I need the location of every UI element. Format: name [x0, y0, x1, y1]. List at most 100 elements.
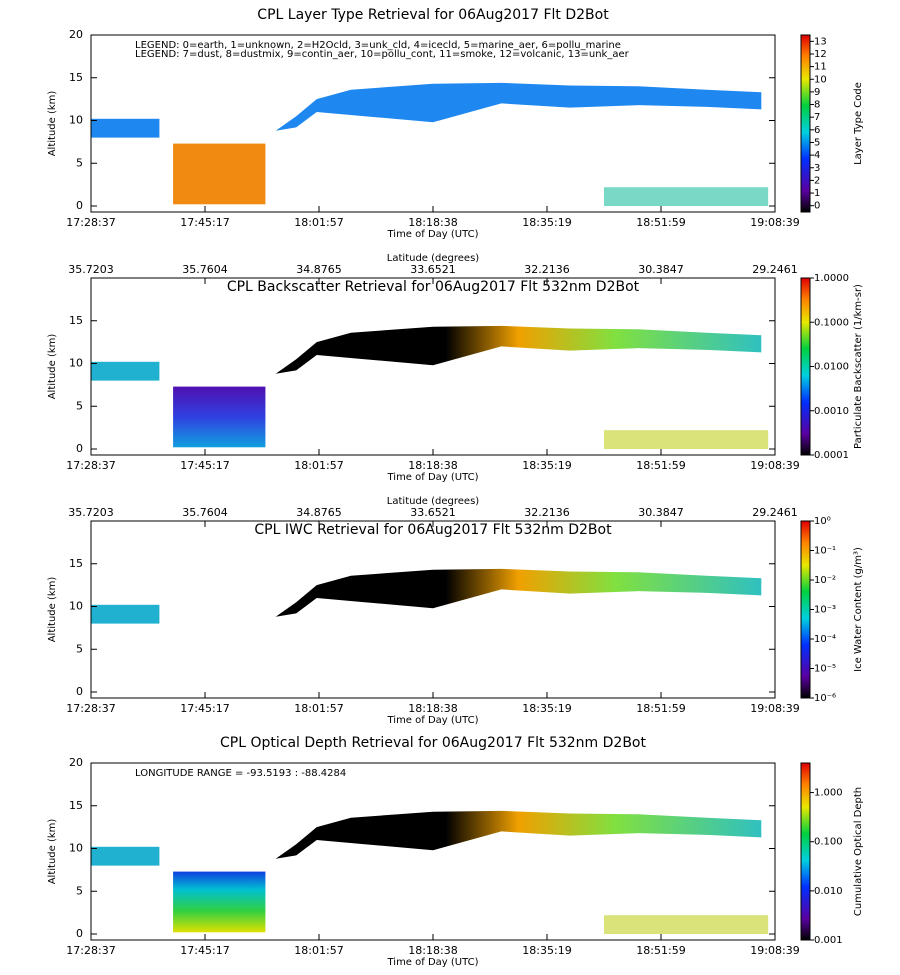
- x-tick-label: 18:35:19: [522, 702, 571, 715]
- x-axis-label: Time of Day (UTC): [386, 715, 478, 726]
- top-tick-label: 34.8765: [296, 263, 342, 276]
- y-tick-label: 0: [76, 442, 83, 455]
- curtain-low-cloud: [91, 846, 160, 866]
- x-tick-label: 17:45:17: [180, 702, 229, 715]
- x-tick-label: 17:45:17: [180, 944, 229, 957]
- x-tick-label: 18:35:19: [522, 944, 571, 957]
- x-axis-label: Time of Day (UTC): [386, 229, 478, 240]
- top-tick-label: 30.3847: [638, 263, 684, 276]
- x-tick-label: 17:28:37: [66, 944, 115, 957]
- y-tick-label: 10: [69, 600, 83, 613]
- curtain-low-cloud: [91, 118, 160, 138]
- annotation: LEGEND: 7=dust, 8=dustmix, 9=contin_aer,…: [135, 49, 630, 60]
- curtain-boundary: [604, 915, 769, 935]
- curtain-boundary: [604, 187, 769, 207]
- curtain-aerosol: [173, 386, 266, 448]
- x-tick-label: 17:45:17: [180, 216, 229, 229]
- curtain-cloud: [275, 810, 762, 859]
- colorbar-tick-label: 8: [814, 100, 820, 111]
- top-tick-label: 35.7604: [182, 263, 228, 276]
- curtain-low-cloud: [91, 361, 160, 381]
- colorbar-tick-label: 7: [814, 112, 820, 123]
- top-axis-label: Latitude (degrees): [387, 496, 479, 507]
- x-tick-label: 18:18:38: [408, 702, 457, 715]
- colorbar: [800, 277, 811, 456]
- top-tick-label: 32.2136: [524, 263, 570, 276]
- x-tick-label: 18:01:57: [294, 702, 343, 715]
- curtain-low-cloud: [91, 604, 160, 624]
- x-tick-label: 17:45:17: [180, 459, 229, 472]
- colorbar-tick-label: 12: [814, 49, 827, 60]
- colorbar-label: Ice Water Content (g/m³): [853, 547, 864, 672]
- colorbar-tick-label: 10⁻²: [814, 575, 836, 586]
- x-tick-label: 18:51:59: [636, 702, 685, 715]
- y-tick-label: 15: [69, 314, 83, 327]
- curtain-aerosol: [173, 871, 266, 933]
- colorbar-tick-label: 13: [814, 36, 827, 47]
- x-tick-label: 18:01:57: [294, 459, 343, 472]
- y-axis-label: Altitude (km): [47, 334, 58, 400]
- y-tick-label: 20: [69, 756, 83, 769]
- colorbar-tick-label: 6: [814, 125, 820, 136]
- colorbar-tick-label: 10⁻⁶: [814, 693, 836, 704]
- curtain-boundary: [604, 430, 769, 450]
- y-tick-label: 10: [69, 357, 83, 370]
- x-tick-label: 18:01:57: [294, 216, 343, 229]
- top-tick-label: 29.2461: [752, 506, 798, 519]
- colorbar: [800, 762, 811, 941]
- curtain-aerosol: [173, 143, 266, 205]
- x-tick-label: 17:28:37: [66, 702, 115, 715]
- colorbar-tick-label: 0.0100: [814, 362, 849, 373]
- colorbar-tick-label: 0.001: [814, 935, 843, 946]
- x-tick-label: 19:08:39: [750, 459, 799, 472]
- colorbar-tick-label: 9: [814, 87, 820, 98]
- y-axis-label: Altitude (km): [47, 91, 58, 157]
- x-tick-label: 18:35:19: [522, 216, 571, 229]
- x-tick-label: 18:01:57: [294, 944, 343, 957]
- y-tick-label: 15: [69, 71, 83, 84]
- y-tick-label: 0: [76, 199, 83, 212]
- plot-frame: [90, 520, 776, 699]
- x-tick-label: 18:51:59: [636, 944, 685, 957]
- colorbar-label: Layer Type Code: [853, 82, 864, 165]
- x-axis-label: Time of Day (UTC): [386, 472, 478, 483]
- top-tick-label: 33.6521: [410, 506, 456, 519]
- x-axis-label: Time of Day (UTC): [386, 957, 478, 968]
- curtain-cloud: [275, 325, 762, 374]
- top-tick-label: 29.2461: [752, 263, 798, 276]
- x-tick-label: 19:08:39: [750, 216, 799, 229]
- colorbar-tick-label: 10⁻¹: [814, 546, 836, 557]
- y-tick-label: 5: [76, 642, 83, 655]
- colorbar: [800, 520, 811, 699]
- colorbar: [800, 34, 811, 213]
- colorbar-tick-label: 10⁻⁴: [814, 634, 836, 645]
- colorbar-tick-label: 0.0010: [814, 406, 849, 417]
- chart-title: CPL IWC Retrieval for 06Aug2017 Flt 532n…: [254, 522, 612, 538]
- x-tick-label: 19:08:39: [750, 702, 799, 715]
- y-tick-label: 10: [69, 114, 83, 127]
- x-tick-label: 19:08:39: [750, 944, 799, 957]
- colorbar-tick-label: 0.010: [814, 886, 843, 897]
- y-tick-label: 5: [76, 884, 83, 897]
- top-tick-label: 32.2136: [524, 506, 570, 519]
- colorbar-tick-label: 2: [814, 175, 820, 186]
- annotation: LONGITUDE RANGE = -93.5193 : -88.4284: [135, 768, 346, 779]
- colorbar-tick-label: 0.100: [814, 837, 843, 848]
- chart-title: CPL Layer Type Retrieval for 06Aug2017 F…: [257, 7, 609, 23]
- x-tick-label: 17:28:37: [66, 216, 115, 229]
- y-axis-label: Altitude (km): [47, 819, 58, 885]
- x-tick-label: 17:28:37: [66, 459, 115, 472]
- top-tick-label: 35.7604: [182, 506, 228, 519]
- colorbar-tick-label: 0.0001: [814, 450, 849, 461]
- y-tick-label: 10: [69, 842, 83, 855]
- top-tick-label: 33.6521: [410, 263, 456, 276]
- colorbar-label: Cumulative Optical Depth: [853, 787, 864, 916]
- top-axis-label: Latitude (degrees): [387, 253, 479, 264]
- annotation: LEGEND: 0=earth, 1=unknown, 2=H2Ocld, 3=…: [135, 40, 621, 51]
- x-tick-label: 18:51:59: [636, 216, 685, 229]
- colorbar-label: Particulate Backscatter (1/km-sr): [853, 284, 864, 449]
- y-tick-label: 5: [76, 399, 83, 412]
- colorbar-tick-label: 1.000: [814, 788, 843, 799]
